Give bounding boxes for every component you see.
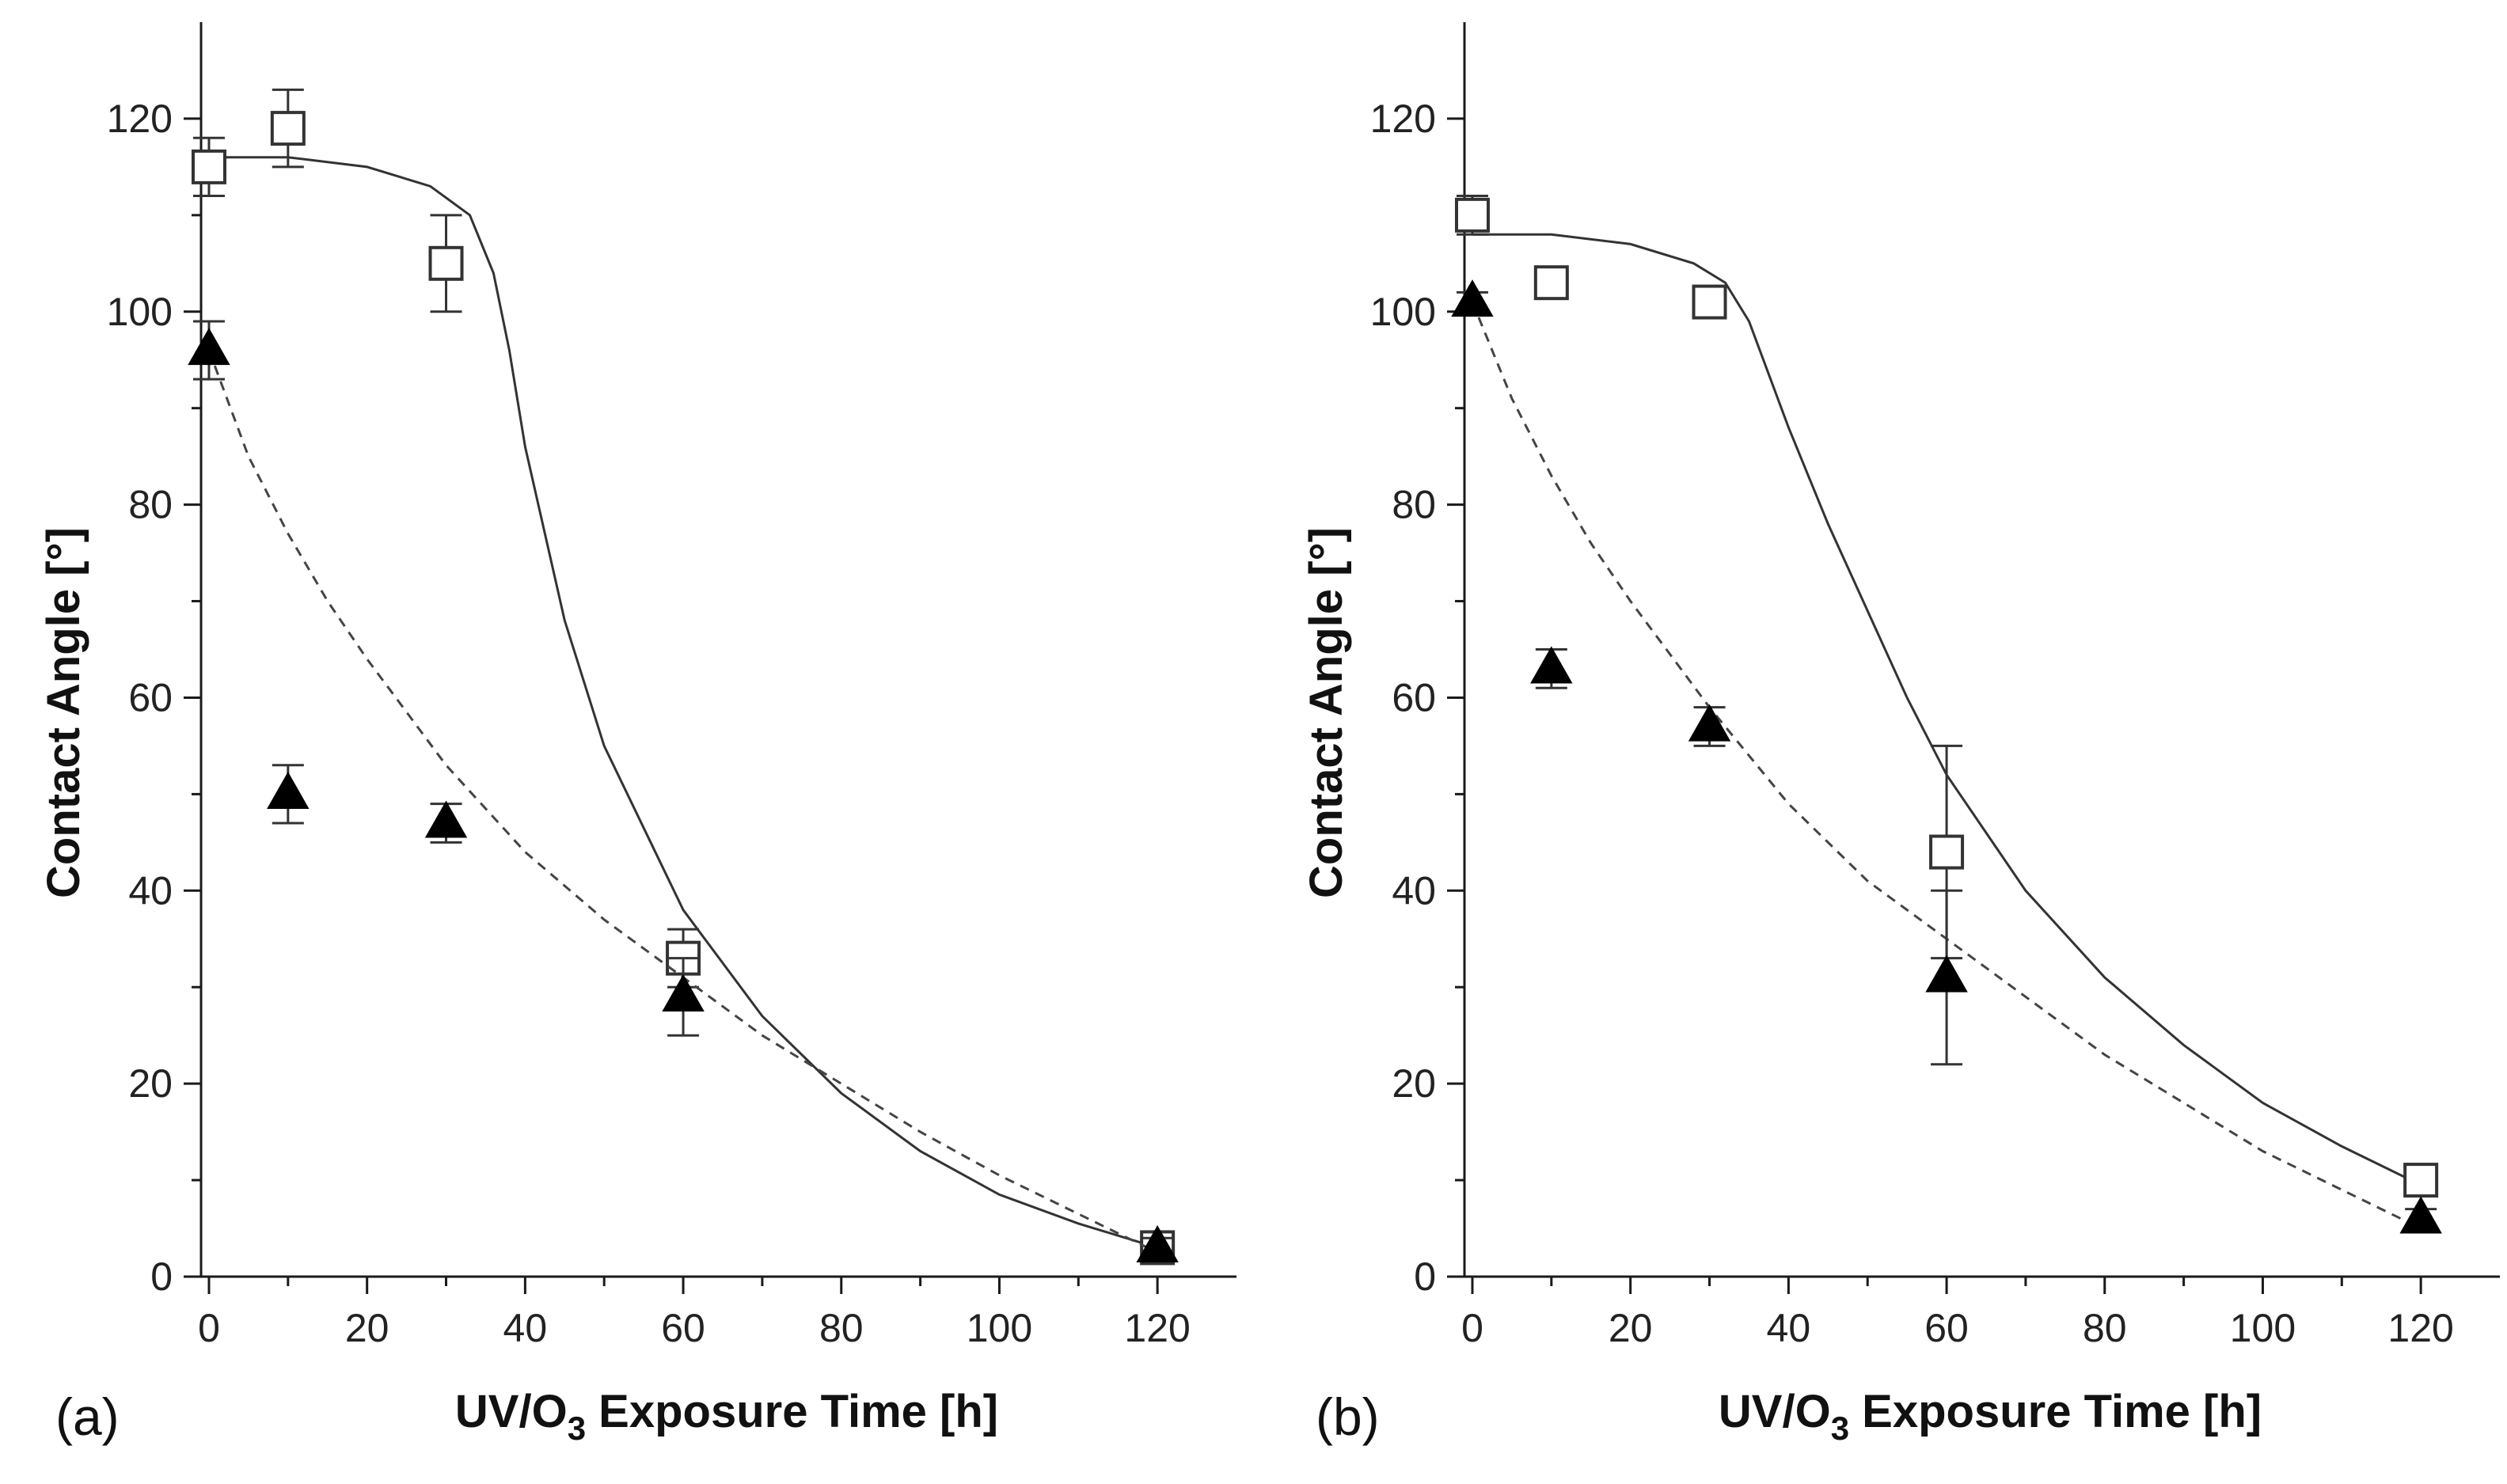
x-axis-label-part: Exposure Time [h] bbox=[586, 1386, 998, 1437]
triangle-marker bbox=[2399, 1196, 2442, 1234]
triangle-marker bbox=[1688, 704, 1731, 742]
x-tick-label: 40 bbox=[503, 1306, 548, 1350]
y-axis-label: Contact Angle [°] bbox=[1301, 527, 1352, 898]
x-tick-label: 20 bbox=[345, 1306, 389, 1350]
x-axis-label: UV/O3 Exposure Time [h] bbox=[455, 1386, 998, 1447]
panel-label: (b) bbox=[1316, 1387, 1380, 1446]
square-marker bbox=[1454, 197, 1490, 233]
x-axis-label-part: UV/O bbox=[455, 1386, 568, 1437]
filled-triangles-fit-curve bbox=[207, 349, 1158, 1254]
x-axis-label-part: UV/O bbox=[1719, 1386, 1831, 1437]
y-tick-label: 60 bbox=[1392, 675, 1436, 719]
square-marker bbox=[1533, 265, 1569, 301]
square-marker bbox=[191, 149, 226, 184]
square-marker bbox=[1929, 834, 1965, 870]
square-marker bbox=[428, 245, 464, 281]
x-tick-label: 100 bbox=[2230, 1306, 2296, 1350]
y-tick-label: 100 bbox=[107, 290, 173, 334]
square-marker bbox=[270, 111, 306, 146]
y-tick-label: 20 bbox=[1392, 1061, 1436, 1106]
y-tick-label: 120 bbox=[107, 97, 173, 141]
open-squares-fit-curve bbox=[209, 156, 1158, 1249]
x-axis-label-subscript: 3 bbox=[568, 1410, 586, 1447]
y-tick-label: 0 bbox=[1414, 1254, 1436, 1299]
x-axis-label-subscript: 3 bbox=[1831, 1410, 1849, 1447]
filled-triangles-fit-curve bbox=[1471, 302, 2422, 1230]
open-squares-fit-curve bbox=[1472, 233, 2422, 1186]
x-tick-label: 100 bbox=[967, 1306, 1032, 1350]
x-tick-label: 120 bbox=[1124, 1306, 1190, 1350]
y-tick-label: 80 bbox=[1392, 483, 1436, 527]
triangle-marker bbox=[1136, 1224, 1179, 1263]
x-tick-label: 80 bbox=[819, 1306, 864, 1350]
panel-label: (a) bbox=[55, 1387, 120, 1446]
x-axis-label: UV/O3 Exposure Time [h] bbox=[1719, 1386, 2262, 1447]
x-tick-label: 120 bbox=[2387, 1306, 2453, 1350]
y-tick-label: 60 bbox=[128, 675, 173, 719]
square-marker bbox=[1692, 284, 1727, 320]
x-tick-label: 80 bbox=[2083, 1306, 2127, 1350]
y-tick-label: 120 bbox=[1370, 97, 1436, 141]
y-tick-label: 20 bbox=[128, 1061, 173, 1106]
x-tick-label: 60 bbox=[661, 1306, 705, 1350]
triangle-marker bbox=[188, 328, 230, 366]
x-tick-label: 0 bbox=[1461, 1306, 1483, 1350]
y-tick-label: 100 bbox=[1370, 290, 1436, 334]
triangle-marker bbox=[424, 800, 468, 838]
panel-b: 0 20 40 60 80 100 120 0 20 40 60 80 100 120 Contact An… bbox=[1301, 22, 2500, 1447]
x-tick-label: 60 bbox=[1924, 1306, 1969, 1350]
panel-a: 0 20 40 60 80 100 120 0 20 40 60 80 100 120 Contact An… bbox=[38, 22, 1236, 1447]
x-axis-label-part: Exposure Time [h] bbox=[1849, 1386, 2262, 1437]
x-tick-label: 40 bbox=[1767, 1306, 1811, 1350]
triangle-marker bbox=[662, 974, 705, 1012]
triangle-marker bbox=[1530, 646, 1573, 684]
y-axis-label: Contact Angle [°] bbox=[38, 527, 89, 898]
triangle-marker bbox=[1925, 955, 1968, 992]
x-tick-label: 20 bbox=[1609, 1306, 1653, 1350]
x-tick-label: 0 bbox=[198, 1306, 220, 1350]
triangle-marker bbox=[1451, 279, 1494, 317]
triangle-marker bbox=[267, 771, 310, 809]
y-tick-label: 40 bbox=[1392, 868, 1436, 913]
y-tick-label: 40 bbox=[128, 868, 173, 913]
y-tick-label: 0 bbox=[150, 1254, 173, 1299]
y-tick-label: 80 bbox=[128, 483, 173, 527]
square-marker bbox=[2403, 1163, 2439, 1198]
